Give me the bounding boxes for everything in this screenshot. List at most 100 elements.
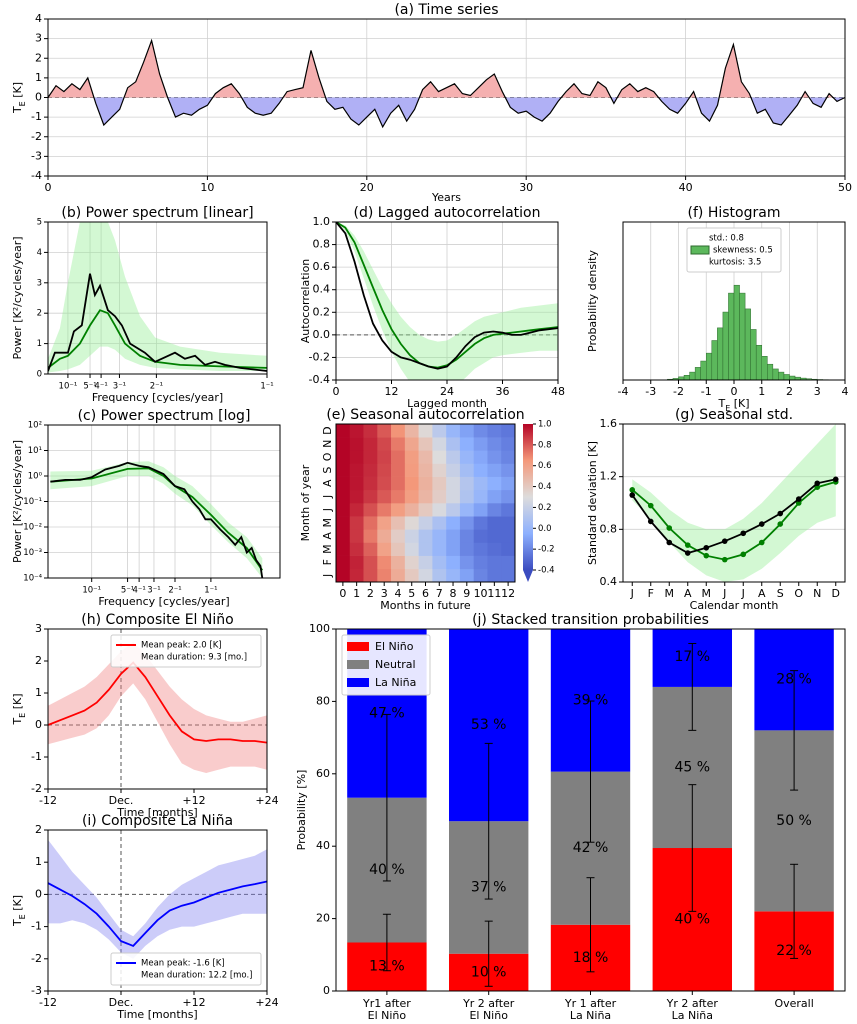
- y-tick-label: 1: [37, 339, 42, 349]
- heatmap-cell: [459, 503, 474, 517]
- value-label: 42 %: [573, 840, 609, 856]
- x-axis-label: Time [months]: [116, 806, 197, 819]
- y-tick-label: 3: [35, 622, 42, 635]
- heatmap-cell: [501, 463, 515, 477]
- heatmap-cell: [404, 516, 419, 530]
- heatmap-cell: [501, 450, 515, 464]
- legend-label: std.: 0.8: [709, 234, 744, 244]
- heatmap-cell: [336, 529, 351, 543]
- heatmap-cell: [349, 529, 364, 543]
- y-tick-label: -4: [31, 169, 42, 182]
- y-tick-label: -1: [31, 920, 42, 933]
- histogram-bar: [772, 368, 779, 380]
- panel-title: (b) Power spectrum [linear]: [61, 205, 253, 221]
- marker: [740, 530, 747, 537]
- heatmap-cell: [446, 503, 461, 517]
- y-tick-label: 1.2: [600, 470, 618, 483]
- heatmap-cell: [418, 437, 433, 451]
- x-tick-label: -3: [645, 385, 656, 398]
- x-tick-label: Yr 2 after: [462, 997, 515, 1010]
- y-tick-label: 0.4: [600, 575, 618, 588]
- heatmap-cell: [459, 450, 474, 464]
- heatmap-cell: [349, 450, 364, 464]
- histogram-bar: [694, 367, 701, 380]
- heatmap-cell: [349, 503, 364, 517]
- heatmap-cell: [446, 476, 461, 491]
- heatmap-cell: [336, 463, 351, 477]
- heatmap-cell: [459, 463, 474, 477]
- x-tick-label: 2: [786, 385, 793, 398]
- heatmap-cell: [459, 568, 474, 582]
- marker: [740, 551, 747, 558]
- confidence-band: [336, 222, 558, 380]
- heatmap-cell: [487, 503, 502, 517]
- y-tick-label: 80: [316, 694, 330, 707]
- heatmap-cell: [432, 437, 447, 451]
- heatmap-cell: [473, 542, 488, 556]
- heatmap-cell: [336, 476, 351, 491]
- heatmap-cell: [336, 542, 351, 556]
- heatmap-cell: [432, 450, 447, 464]
- legend-swatch: [690, 245, 710, 255]
- plot-area: [48, 38, 845, 129]
- heatmap-cell: [377, 476, 392, 491]
- marker: [666, 525, 673, 531]
- heatmap-cell: [363, 489, 378, 504]
- value-label: 53 %: [471, 717, 507, 733]
- confidence-band: [48, 839, 267, 959]
- heatmap-cell: [487, 450, 502, 464]
- heatmap-cell: [391, 424, 406, 438]
- x-tick-label: 40: [679, 181, 693, 194]
- heatmap-cell: [418, 450, 433, 464]
- area-below: [48, 97, 845, 127]
- plot-area: [336, 424, 515, 582]
- x-tick-label: 0: [333, 385, 340, 398]
- marker: [795, 500, 802, 506]
- heatmap-cell: [432, 503, 447, 517]
- y-tick-label: 10¹: [28, 446, 42, 456]
- axes-frame: [47, 829, 268, 992]
- x-axis-label: Frequency [cycles/year]: [98, 595, 229, 608]
- marker: [758, 521, 765, 527]
- x-tick-label: N: [813, 587, 821, 600]
- y-axis-label: Month of year: [299, 464, 312, 541]
- heatmap-cell: [363, 424, 378, 438]
- line: [48, 661, 267, 744]
- y-tick-label: 0: [35, 91, 42, 104]
- colorbar-tick-label: -0.4: [538, 566, 555, 576]
- y-axis-label: TE [K]: [11, 895, 27, 927]
- axes-frame: [622, 221, 846, 381]
- colorbar-tick-label: 1.0: [538, 420, 552, 430]
- heatmap-cell: [391, 463, 406, 477]
- y-tick-label: 5: [37, 218, 42, 228]
- y-axis-label-part: [K]: [11, 693, 24, 712]
- heatmap-cell: [501, 424, 515, 438]
- heatmap-cell: [459, 424, 474, 438]
- x-tick-label: M: [702, 587, 712, 600]
- x-tick-label: 48: [551, 385, 565, 398]
- histogram-bar: [761, 356, 768, 380]
- x-axis-label: Lagged month: [407, 397, 487, 410]
- heatmap-cell: [391, 568, 406, 582]
- y-tick-label: 1.6: [600, 417, 618, 430]
- histogram-bar: [767, 363, 774, 380]
- x-axis-label-part: E: [725, 404, 730, 413]
- y-axis-label: Power [K²/cycles/year]: [11, 236, 24, 359]
- panel-title: (f) Histogram: [688, 205, 781, 221]
- y-tick-label: 2: [35, 51, 42, 64]
- marker: [703, 552, 710, 559]
- x-axis-label: Frequency [cycles/year]: [92, 391, 223, 404]
- x-tick-label: El Niño: [469, 1009, 508, 1022]
- marker: [814, 480, 821, 487]
- marker: [629, 487, 636, 493]
- axes-frame: [47, 424, 281, 579]
- heatmap-cell: [377, 555, 392, 570]
- x-tick-label: J: [741, 587, 745, 600]
- axes-frame: [335, 423, 516, 583]
- histogram-bar: [683, 375, 690, 380]
- y-tick-label: 0.4: [313, 283, 331, 296]
- histogram-bar: [711, 340, 718, 380]
- line: [48, 309, 267, 369]
- heatmap-cell: [487, 542, 502, 556]
- y-tick-label: A: [321, 532, 334, 540]
